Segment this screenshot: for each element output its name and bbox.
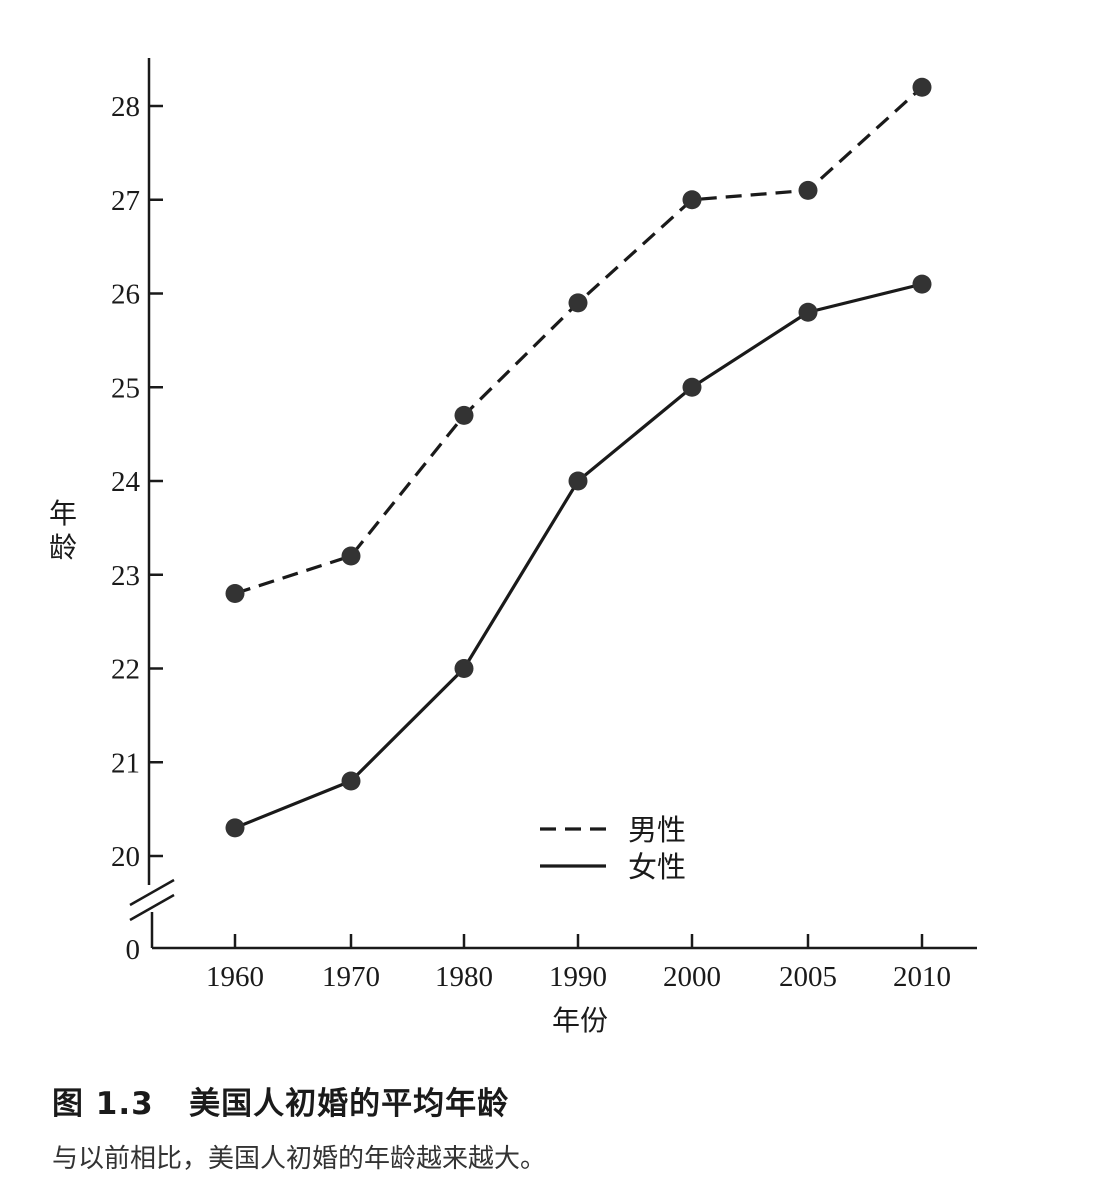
data-point-female — [454, 659, 474, 678]
x-tick-label: 2010 — [893, 961, 951, 993]
data-point-male — [682, 190, 702, 210]
y-tick-label: 24 — [111, 466, 141, 498]
x-tick-label: 1970 — [322, 961, 380, 993]
data-point-male — [912, 77, 932, 97]
y-axis-break-mark — [129, 893, 175, 922]
y-axis: 0 年龄 — [49, 58, 175, 966]
series-line-female — [234, 282, 923, 830]
y-tick-label: 27 — [111, 185, 140, 217]
data-point-male — [798, 180, 818, 200]
y-tick-label: 23 — [111, 560, 140, 592]
data-point-male — [341, 546, 361, 566]
x-tick-label: 2000 — [663, 961, 721, 993]
series-layer — [225, 77, 932, 838]
data-point-female — [682, 377, 702, 397]
data-point-female — [912, 274, 932, 294]
data-point-female — [225, 818, 245, 838]
series-line-male — [234, 86, 924, 596]
data-point-male — [225, 584, 245, 603]
data-point-female — [568, 471, 588, 491]
y-axis-zero-label: 0 — [126, 934, 141, 966]
legend-label-female: 女性 — [628, 850, 686, 884]
y-axis-break-mark — [129, 878, 175, 907]
figure-caption-title: 图 1.3 美国人初婚的平均年龄 — [52, 1086, 510, 1122]
figure-caption-text: 与以前相比，美国人初婚的年龄越来越大。 — [52, 1144, 547, 1174]
line-chart: 年份 0 年龄 20 21 22 23 24 25 26 27 28 1960 1970 1980 19… — [49, 58, 977, 1037]
y-tick-label: 20 — [111, 841, 140, 873]
y-axis-title: 年龄 — [49, 497, 77, 564]
data-point-female — [798, 302, 818, 322]
legend-label-male: 男性 — [628, 813, 686, 847]
y-tick-label: 28 — [111, 91, 140, 123]
y-tick-label: 21 — [111, 747, 140, 779]
x-axis-title: 年份 — [552, 1004, 608, 1037]
data-point-male — [454, 405, 474, 425]
y-tick-label: 25 — [111, 372, 140, 404]
x-tick-label: 1990 — [549, 961, 607, 993]
data-point-male — [568, 293, 588, 313]
y-tick-label: 22 — [111, 654, 140, 686]
data-point-female — [341, 771, 361, 791]
tick-layer: 20 21 22 23 24 25 26 27 28 1960 1970 1980 1990 2000 20… — [111, 91, 951, 993]
x-axis: 年份 — [152, 946, 977, 1037]
x-tick-label: 1960 — [206, 961, 264, 993]
y-tick-label: 26 — [111, 279, 140, 311]
x-tick-label: 2005 — [779, 961, 837, 993]
x-tick-label: 1980 — [435, 961, 493, 993]
